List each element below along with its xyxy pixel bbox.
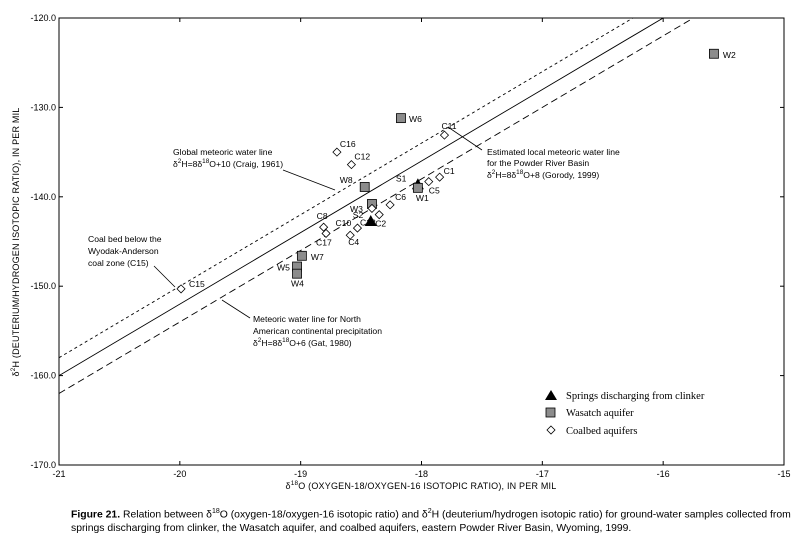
point-label-w5: W5 (277, 263, 290, 273)
point-label-w2: W2 (723, 50, 736, 60)
point-c4 (345, 230, 355, 240)
point-c2 (374, 210, 384, 220)
point-label-c15: C15 (189, 279, 205, 289)
legend-triangle-marker (545, 390, 557, 400)
annotation-local-equation: δ2H=8δ18O+8 (Gorody, 1999) (487, 169, 599, 180)
x-tick-label: -16 (657, 469, 670, 479)
point-label-s2: S2 (353, 210, 364, 220)
point-label-w1: W1 (416, 193, 429, 203)
annotation-coal-line2: Wyodak-Anderson (88, 246, 159, 256)
point-w8 (359, 182, 370, 192)
x-tick-label: -19 (294, 469, 307, 479)
annotation-global-equation: δ2H=8δ18O+10 (Craig, 1961) (173, 158, 283, 169)
point-c17 (321, 228, 331, 239)
annotation-leader-line (447, 126, 483, 151)
caption-sup-2: 2 (427, 508, 432, 515)
point-label-c8: C8 (317, 211, 328, 221)
legend-square-marker (545, 407, 556, 418)
caption-text-2: O (oxygen-18/oxygen-16 isotopic ratio) a… (219, 509, 428, 521)
point-w1 (412, 182, 423, 193)
point-label-w6: W6 (409, 114, 422, 124)
point-label-c16: C16 (340, 139, 356, 149)
point-c11 (439, 130, 450, 140)
y-tick-label: -130.0 (30, 102, 56, 112)
legend-label-coalbed: Coalbed aquifers (566, 426, 637, 437)
point-label-c6: C6 (395, 192, 406, 202)
point-label-c5: C5 (429, 186, 440, 196)
point-w7 (296, 250, 307, 261)
axis-ticks: -21 -20 -19 -18 -17 -16 -15 -120.0 -130.0 -140.0 -… (30, 13, 790, 479)
caption-text-1: Relation between δ (120, 509, 212, 521)
point-c8 (319, 222, 329, 232)
annotation-global-title: Global meteoric water line (173, 147, 273, 157)
annotation-local-subtitle: for the Powder River Basin (487, 158, 589, 168)
point-label-w3: W3 (350, 204, 363, 214)
y-tick-label: -150.0 (30, 281, 56, 291)
point-c6 (385, 200, 395, 210)
annotation-leaders (153, 126, 483, 319)
point-w4 (292, 268, 302, 279)
legend-label-springs: Springs discharging from clinker (566, 391, 705, 402)
annotation-leader-line (153, 265, 176, 288)
x-tick-label: -21 (52, 469, 65, 479)
point-c10 (352, 223, 363, 233)
figure-caption: Figure 21. Relation between δ18O (oxygen… (71, 505, 791, 536)
y-axis-label: δ2H (DEUTERIUM/HYDROGEN ISOTOPIC RATIO),… (10, 108, 21, 377)
y-tick-label: -120.0 (30, 13, 56, 23)
point-c1 (435, 172, 445, 182)
point-w6 (396, 113, 406, 124)
point-c12 (346, 160, 356, 170)
point-label-c1: C1 (444, 166, 455, 176)
annotation-na-line2: American continental precipitation (253, 326, 382, 336)
point-label-w4: W4 (291, 279, 304, 289)
y-tick-label: -160.0 (30, 371, 56, 381)
x-axis-label: δ18O (OXYGEN-18/OXYGEN-16 ISOTOPIC RATIO… (286, 480, 557, 491)
annotation-local-title: Estimated local meteoric water line (487, 147, 620, 157)
annotation-leader-line (282, 169, 336, 191)
legend-diamond-marker (546, 425, 556, 435)
point-w2 (709, 48, 719, 59)
point-label-c13: C13 (360, 217, 376, 227)
annotation-leader-line (221, 299, 251, 319)
legend: Springs discharging from clinker Wasatch… (545, 390, 705, 437)
point-label-c2: C2 (375, 219, 386, 229)
point-label-c12: C12 (354, 152, 370, 162)
point-c5 (424, 177, 434, 187)
x-tick-label: -18 (415, 469, 428, 479)
legend-label-wasatch: Wasatch aquifer (566, 408, 634, 419)
point-label-s1: S1 (396, 173, 407, 183)
isotope-scatter-chart: -21 -20 -19 -18 -17 -16 -15 -120.0 -130.0 -140.0 -… (10, 13, 791, 491)
point-c15 (176, 284, 186, 294)
point-label-c17: C17 (316, 237, 332, 247)
point-label-c10: C10 (335, 218, 351, 228)
point-label-w8: W8 (340, 175, 353, 185)
figure-number: Figure 21. (71, 509, 121, 521)
annotation-na-equation: δ2H=8δ18O+6 (Gat, 1980) (253, 337, 352, 348)
annotation-coal-line3: coal zone (C15) (88, 258, 149, 268)
y-tick-label: -140.0 (30, 192, 56, 202)
annotation-coal-line1: Coal bed below the (88, 234, 162, 244)
point-c13 (367, 203, 377, 213)
point-label-c11: C11 (441, 121, 456, 131)
annotation-na-line1: Meteoric water line for North (253, 314, 361, 324)
y-tick-label: -170.0 (30, 460, 56, 470)
x-tick-label: -20 (173, 469, 186, 479)
point-s2 (364, 214, 377, 226)
caption-sup-1: 18 (211, 508, 220, 515)
point-label-c4: C4 (348, 237, 359, 247)
point-c16 (332, 147, 342, 157)
point-label-w7: W7 (311, 252, 324, 262)
x-tick-label: -17 (536, 469, 549, 479)
caption-text-3: H (deuterium/hydrogen isotopic ratio) fo… (71, 509, 791, 535)
north-american-water-line (59, 18, 695, 394)
x-tick-label: -15 (777, 469, 790, 479)
